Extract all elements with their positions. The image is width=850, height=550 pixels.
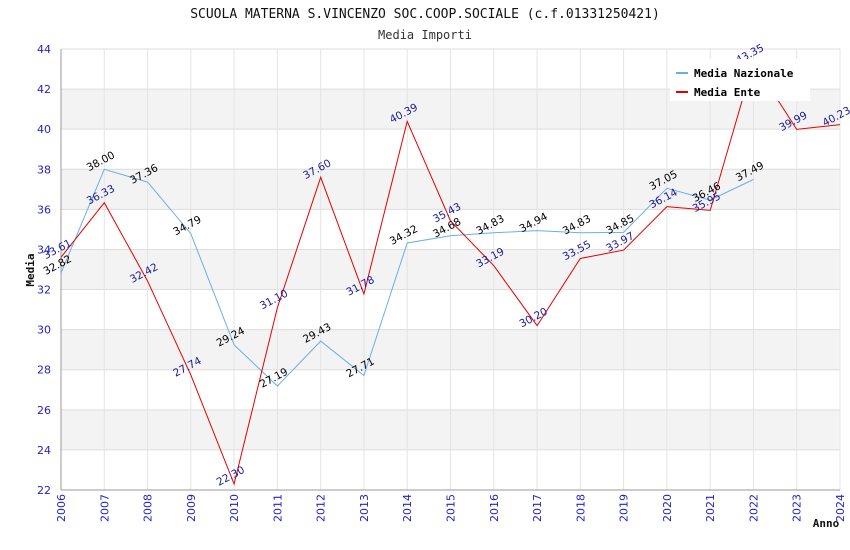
- x-tick-label: 2012: [315, 494, 328, 522]
- x-tick-label: 2021: [704, 494, 717, 522]
- x-tick-label: 2013: [358, 494, 371, 522]
- series-lines: [60, 60, 841, 486]
- y-tick-label: 30: [37, 324, 51, 337]
- y-axis-label: Media: [24, 253, 37, 286]
- y-tick-label: 24: [37, 444, 51, 457]
- x-tick-label: 2023: [791, 494, 804, 522]
- y-tick-label: 22: [37, 484, 51, 497]
- data-label: 34.94: [518, 210, 550, 235]
- data-label: 22.30: [215, 464, 247, 489]
- x-tick-label: 2011: [271, 494, 284, 522]
- x-tick-label: 2022: [747, 494, 760, 522]
- x-tick-labels: 2006 2007 2008 2009 2010 2011 2012 2013 2014 2015…: [55, 494, 847, 522]
- x-tick-label: 2007: [98, 494, 111, 522]
- data-label: 34.32: [388, 223, 420, 248]
- data-label: 31.10: [258, 288, 290, 313]
- y-tick-label: 44: [37, 43, 51, 56]
- x-tick-label: 2016: [488, 494, 501, 522]
- data-label: 34.83: [474, 213, 506, 238]
- chart-subtitle: Media Importi: [378, 28, 472, 42]
- data-label: 34.79: [171, 214, 203, 239]
- y-tick-label: 38: [37, 163, 51, 176]
- chart-title: SCUOLA MATERNA S.VINCENZO SOC.COOP.SOCIA…: [190, 7, 660, 22]
- series-line-1: [60, 60, 841, 486]
- x-axis-label: Anno: [813, 517, 840, 530]
- y-tick-label: 32: [37, 284, 51, 297]
- x-tick-label: 2024: [834, 494, 847, 522]
- legend: Media Nazionale Media Ente: [670, 59, 810, 101]
- y-tick-label: 36: [37, 203, 51, 216]
- data-label: 30.20: [518, 306, 550, 331]
- x-tick-label: 2014: [401, 494, 414, 522]
- x-tick-label: 2017: [531, 494, 544, 522]
- x-tick-label: 2015: [445, 494, 458, 522]
- legend-entry: Media Nazionale: [694, 67, 794, 80]
- x-tick-label: 2019: [618, 494, 631, 522]
- x-tick-label: 2010: [228, 494, 241, 522]
- y-tick-labels: 22 24 26 28 30 32 34 36 38 40 42 44: [37, 43, 51, 497]
- x-tick-label: 2020: [661, 494, 674, 522]
- x-tick-label: 2018: [574, 494, 587, 522]
- data-label: 34.83: [561, 213, 593, 238]
- y-tick-label: 26: [37, 404, 51, 417]
- y-tick-label: 42: [37, 83, 51, 96]
- y-tick-label: 40: [37, 123, 51, 136]
- x-tick-label: 2006: [55, 494, 68, 522]
- legend-entry: Media Ente: [694, 86, 761, 99]
- series-line-0: [60, 168, 754, 387]
- x-tick-label: 2008: [142, 494, 155, 522]
- x-tick-label: 2009: [185, 494, 198, 522]
- axes: [60, 49, 840, 491]
- legend-box: [670, 59, 810, 101]
- y-tick-label: 34: [37, 243, 51, 256]
- y-tick-label: 28: [37, 364, 51, 377]
